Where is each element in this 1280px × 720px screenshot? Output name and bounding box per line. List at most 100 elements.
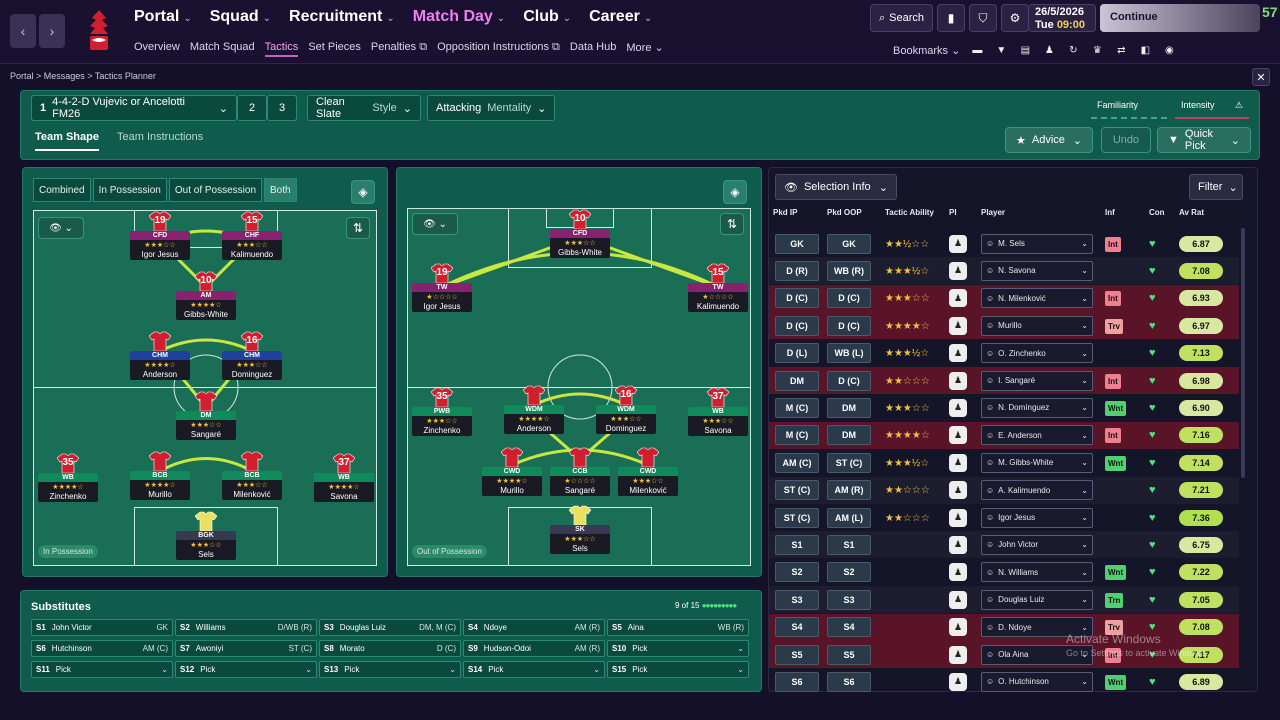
player-card[interactable]: CWD ★★★☆☆ Milenković xyxy=(618,447,678,496)
sub-slot[interactable]: S7 Awoniyi ST (C) xyxy=(175,640,317,657)
filter-dropdown[interactable]: Filter ⌄ xyxy=(1189,174,1243,200)
crest-shortcut-icon[interactable]: ⛉ xyxy=(969,4,998,32)
tactic-dropdown[interactable]: 1 4-4-2-D Vujevic or Ancelotti FM26 ⌄ xyxy=(31,95,237,121)
sub-slot[interactable]: S3 Douglas Luiz DM, M (C) xyxy=(319,619,461,636)
player-instructions-icon[interactable]: ♟ xyxy=(949,508,967,527)
player-card[interactable]: 35 PWB ★★★☆☆ Zinchenko xyxy=(412,387,472,436)
ip-position-button[interactable]: S3 xyxy=(775,589,819,610)
oop-position-button[interactable]: D (C) xyxy=(827,370,871,391)
table-row[interactable]: D (C) D (C) ★★★★☆ ♟ ☺ Murillo ⌄ Trv ♥ 6.97 xyxy=(769,312,1239,340)
ip-position-button[interactable]: D (C) xyxy=(775,288,819,309)
player-dropdown[interactable]: ☺ Murillo ⌄ xyxy=(981,315,1093,336)
ip-position-button[interactable]: ST (C) xyxy=(775,480,819,501)
player-dropdown[interactable]: ☺ A. Kalimuendo ⌄ xyxy=(981,480,1093,501)
back-button[interactable]: ‹ xyxy=(10,14,36,48)
visibility-toggle[interactable]: 👁 ⌄ xyxy=(38,217,84,239)
sub-slot[interactable]: S6 Hutchinson AM (C) xyxy=(31,640,173,657)
player-dropdown[interactable]: ☺ E. Anderson ⌄ xyxy=(981,425,1093,446)
bookmarks-dropdown[interactable]: Bookmarks ⌄ xyxy=(893,44,961,57)
player-dropdown[interactable]: ☺ M. Sels ⌄ xyxy=(981,233,1093,254)
table-row[interactable]: S5 S5 ♟ ☺ Ola Aina ⌄ Int ♥ 7.17 xyxy=(769,641,1239,668)
player-instructions-icon[interactable]: ♟ xyxy=(949,645,967,664)
subnav-match-squad[interactable]: Match Squad xyxy=(189,41,255,53)
tactic-slot-2[interactable]: 2 xyxy=(237,95,267,121)
subnav-set-pieces[interactable]: Set Pieces xyxy=(308,41,361,53)
player-instructions-icon[interactable]: ♟ xyxy=(949,563,967,582)
nav-squad[interactable]: Squad ⌄ xyxy=(209,8,272,25)
oop-position-button[interactable]: WB (R) xyxy=(827,260,871,281)
tab-team-shape[interactable]: Team Shape xyxy=(35,131,99,151)
breadcrumb[interactable]: Portal > Messages > Tactics Planner xyxy=(10,71,156,81)
player-dropdown[interactable]: ☺ N. Milenković ⌄ xyxy=(981,288,1093,309)
player-card[interactable]: 10 CFD ★★★☆☆ Gibbs-White xyxy=(550,209,610,258)
ip-position-button[interactable]: GK xyxy=(775,233,819,254)
nav-club[interactable]: Club ⌄ xyxy=(523,8,572,25)
sub-slot[interactable]: S12 Pick ⌄ xyxy=(175,661,317,678)
tab-team-instructions[interactable]: Team Instructions xyxy=(117,131,204,143)
player-dropdown[interactable]: ☺ Igor Jesus ⌄ xyxy=(981,507,1093,528)
table-row[interactable]: ST (C) AM (R) ★★☆☆☆ ♟ ☺ A. Kalimuendo ⌄ ♥ 7.21 xyxy=(769,476,1239,504)
oop-position-button[interactable]: ST (C) xyxy=(827,452,871,473)
player-instructions-icon[interactable]: ♟ xyxy=(949,481,967,500)
clipboard-icon[interactable]: ▤ xyxy=(1020,44,1031,56)
mode-combined[interactable]: Combined xyxy=(33,178,91,202)
oop-position-button[interactable]: S3 xyxy=(827,589,871,610)
oop-position-button[interactable]: AM (L) xyxy=(827,507,871,528)
selection-info-dropdown[interactable]: 👁 Selection Info ⌄ xyxy=(775,174,897,200)
arrange-icon[interactable]: ⇅ xyxy=(720,213,744,235)
player-instructions-icon[interactable]: ♟ xyxy=(949,371,967,390)
player-card[interactable]: 35 WB ★★★★☆ Zinchenko xyxy=(38,453,98,502)
player-instructions-icon[interactable]: ♟ xyxy=(949,590,967,609)
people-icon[interactable]: ♟ xyxy=(1044,44,1054,56)
player-instructions-icon[interactable]: ♟ xyxy=(949,261,967,280)
ip-position-button[interactable]: DM xyxy=(775,370,819,391)
ip-position-button[interactable]: S5 xyxy=(775,644,819,665)
mode-in-possession[interactable]: In Possession xyxy=(92,178,167,202)
mentality-dropdown[interactable]: Attacking Mentality ⌄ xyxy=(427,95,555,121)
player-instructions-icon[interactable]: ♟ xyxy=(949,535,967,554)
ip-position-button[interactable]: M (C) xyxy=(775,397,819,418)
nav-career[interactable]: Career ⌄ xyxy=(589,8,653,25)
sub-slot[interactable]: S11 Pick ⌄ xyxy=(31,661,173,678)
subnav-opposition[interactable]: Opposition Instructions ⧉ xyxy=(437,41,560,53)
shirt-icon[interactable]: ▼ xyxy=(996,44,1007,56)
refresh-icon[interactable]: ↻ xyxy=(1069,44,1078,56)
player-card[interactable]: CHM ★★★★☆ Anderson xyxy=(130,331,190,380)
ip-position-button[interactable]: S1 xyxy=(775,534,819,555)
oop-position-button[interactable]: GK xyxy=(827,233,871,254)
mode-out-possession[interactable]: Out of Possession xyxy=(168,178,263,202)
player-instructions-icon[interactable]: ♟ xyxy=(949,426,967,445)
oop-position-button[interactable]: AM (R) xyxy=(827,480,871,501)
player-dropdown[interactable]: ☺ Douglas Luiz ⌄ xyxy=(981,589,1093,610)
player-card[interactable]: 16 CHM ★★★☆☆ Dominguez xyxy=(222,331,282,380)
bookmark-icon[interactable]: ▮ xyxy=(937,4,966,32)
nav-match-day[interactable]: Match Day ⌄ xyxy=(412,8,506,25)
sub-slot[interactable]: S2 Williams D/WB (R) xyxy=(175,619,317,636)
table-row[interactable]: S6 S6 ♟ ☺ O. Hutchinson ⌄ Wnt ♥ 6.89 xyxy=(769,668,1239,695)
oop-position-button[interactable]: S4 xyxy=(827,617,871,638)
settings-diamond-icon[interactable]: ◈ xyxy=(351,180,375,204)
tactic-slot-3[interactable]: 3 xyxy=(267,95,297,121)
subnav-more[interactable]: More ⌄ xyxy=(626,42,664,54)
ip-position-button[interactable]: M (C) xyxy=(775,425,819,446)
table-row[interactable]: ST (C) AM (L) ★★☆☆☆ ♟ ☺ Igor Jesus ⌄ ♥ 7.36 xyxy=(769,504,1239,531)
forward-button[interactable]: › xyxy=(39,14,65,48)
player-dropdown[interactable]: ☺ N. Domínguez ⌄ xyxy=(981,397,1093,418)
player-card[interactable]: BCB ★★★★☆ Murillo xyxy=(130,451,190,500)
player-instructions-icon[interactable]: ♟ xyxy=(949,234,967,253)
player-instructions-icon[interactable]: ♟ xyxy=(949,672,967,691)
player-card[interactable]: CWD ★★★★☆ Murillo xyxy=(482,447,542,496)
close-icon[interactable]: ✕ xyxy=(1252,68,1270,86)
oop-position-button[interactable]: S2 xyxy=(827,562,871,583)
settings-diamond-icon[interactable]: ◈ xyxy=(723,180,747,204)
table-row[interactable]: M (C) DM ★★★★☆ ♟ ☺ E. Anderson ⌄ Int ♥ 7.16 xyxy=(769,421,1239,449)
sub-slot[interactable]: S1 John Victor GK xyxy=(31,619,173,636)
player-dropdown[interactable]: ☺ John Victor ⌄ xyxy=(981,534,1093,555)
player-card[interactable]: BCB ★★★☆☆ Milenković xyxy=(222,451,282,500)
nav-recruitment[interactable]: Recruitment ⌄ xyxy=(289,8,395,25)
table-row[interactable]: S4 S4 ♟ ☺ D. Ndoye ⌄ Trv ♥ 7.08 xyxy=(769,613,1239,641)
undo-button[interactable]: Undo xyxy=(1101,127,1151,153)
ip-position-button[interactable]: AM (C) xyxy=(775,452,819,473)
sub-slot[interactable]: S4 Ndoye AM (R) xyxy=(463,619,605,636)
nav-portal[interactable]: Portal ⌄ xyxy=(134,8,192,25)
